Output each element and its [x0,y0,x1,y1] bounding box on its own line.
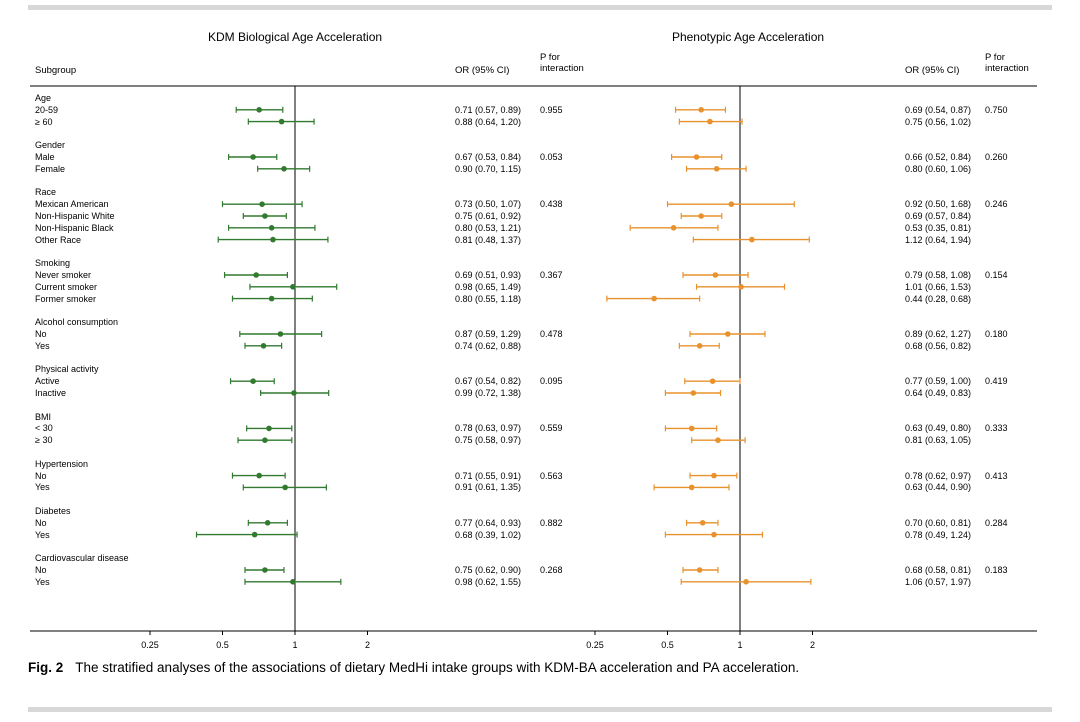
or-ci-header-pa: OR (95% CI) [905,65,960,76]
or-point [698,213,704,219]
or-point [251,531,258,538]
or-point [256,107,262,113]
or-point [266,425,272,432]
or-point [711,531,717,538]
figure-caption: Fig. 2 The stratified analyses of the ass… [28,660,799,675]
or-point [268,295,275,302]
or-point [693,154,700,160]
caption-text: The stratified analyses of the associati… [75,660,800,675]
panel-title-kdm: KDM Biological Age Acceleration [207,30,383,44]
or-point [250,378,256,385]
or-point [270,236,276,243]
or-point [713,166,720,172]
or-point [290,579,296,585]
or-point [291,390,297,396]
bottom-divider [28,707,1052,712]
or-point [277,331,284,337]
or-point [262,567,268,573]
or-point [688,484,695,491]
p-interaction-header-kdm: P for interaction [540,52,584,74]
or-point [259,201,265,207]
or-point [728,201,735,207]
top-divider [28,5,1052,10]
subgroup-column-header: Subgroup [35,65,77,76]
or-point [253,272,259,278]
or-point [651,295,657,302]
or-point [688,425,695,432]
or-point [743,579,749,585]
or-point [260,343,267,349]
or-point [264,520,271,526]
or-point [268,225,275,231]
or-point [711,472,717,479]
or-ci-header-kdm: OR (95% CI) [455,65,510,76]
or-point [256,472,262,479]
p-interaction-header-pa: P for interaction [985,52,1029,74]
or-point [278,118,285,125]
or-point [738,284,744,290]
or-point [749,236,755,243]
or-point [262,213,268,219]
or-point [698,107,704,113]
or-point [262,437,268,444]
or-point [699,520,706,526]
or-point [715,437,721,444]
or-point [709,378,716,385]
or-point [290,284,296,290]
or-point [712,272,719,278]
or-point [281,166,287,172]
or-point [690,390,697,396]
or-point [250,154,256,160]
or-point [707,118,713,125]
panel-title-pa: Phenotypic Age Acceleration [671,30,825,44]
caption-label: Fig. 2 [28,660,64,675]
or-point [696,567,703,573]
or-point [725,331,731,337]
or-point [282,484,288,491]
or-point [670,225,677,231]
or-point [696,343,703,349]
